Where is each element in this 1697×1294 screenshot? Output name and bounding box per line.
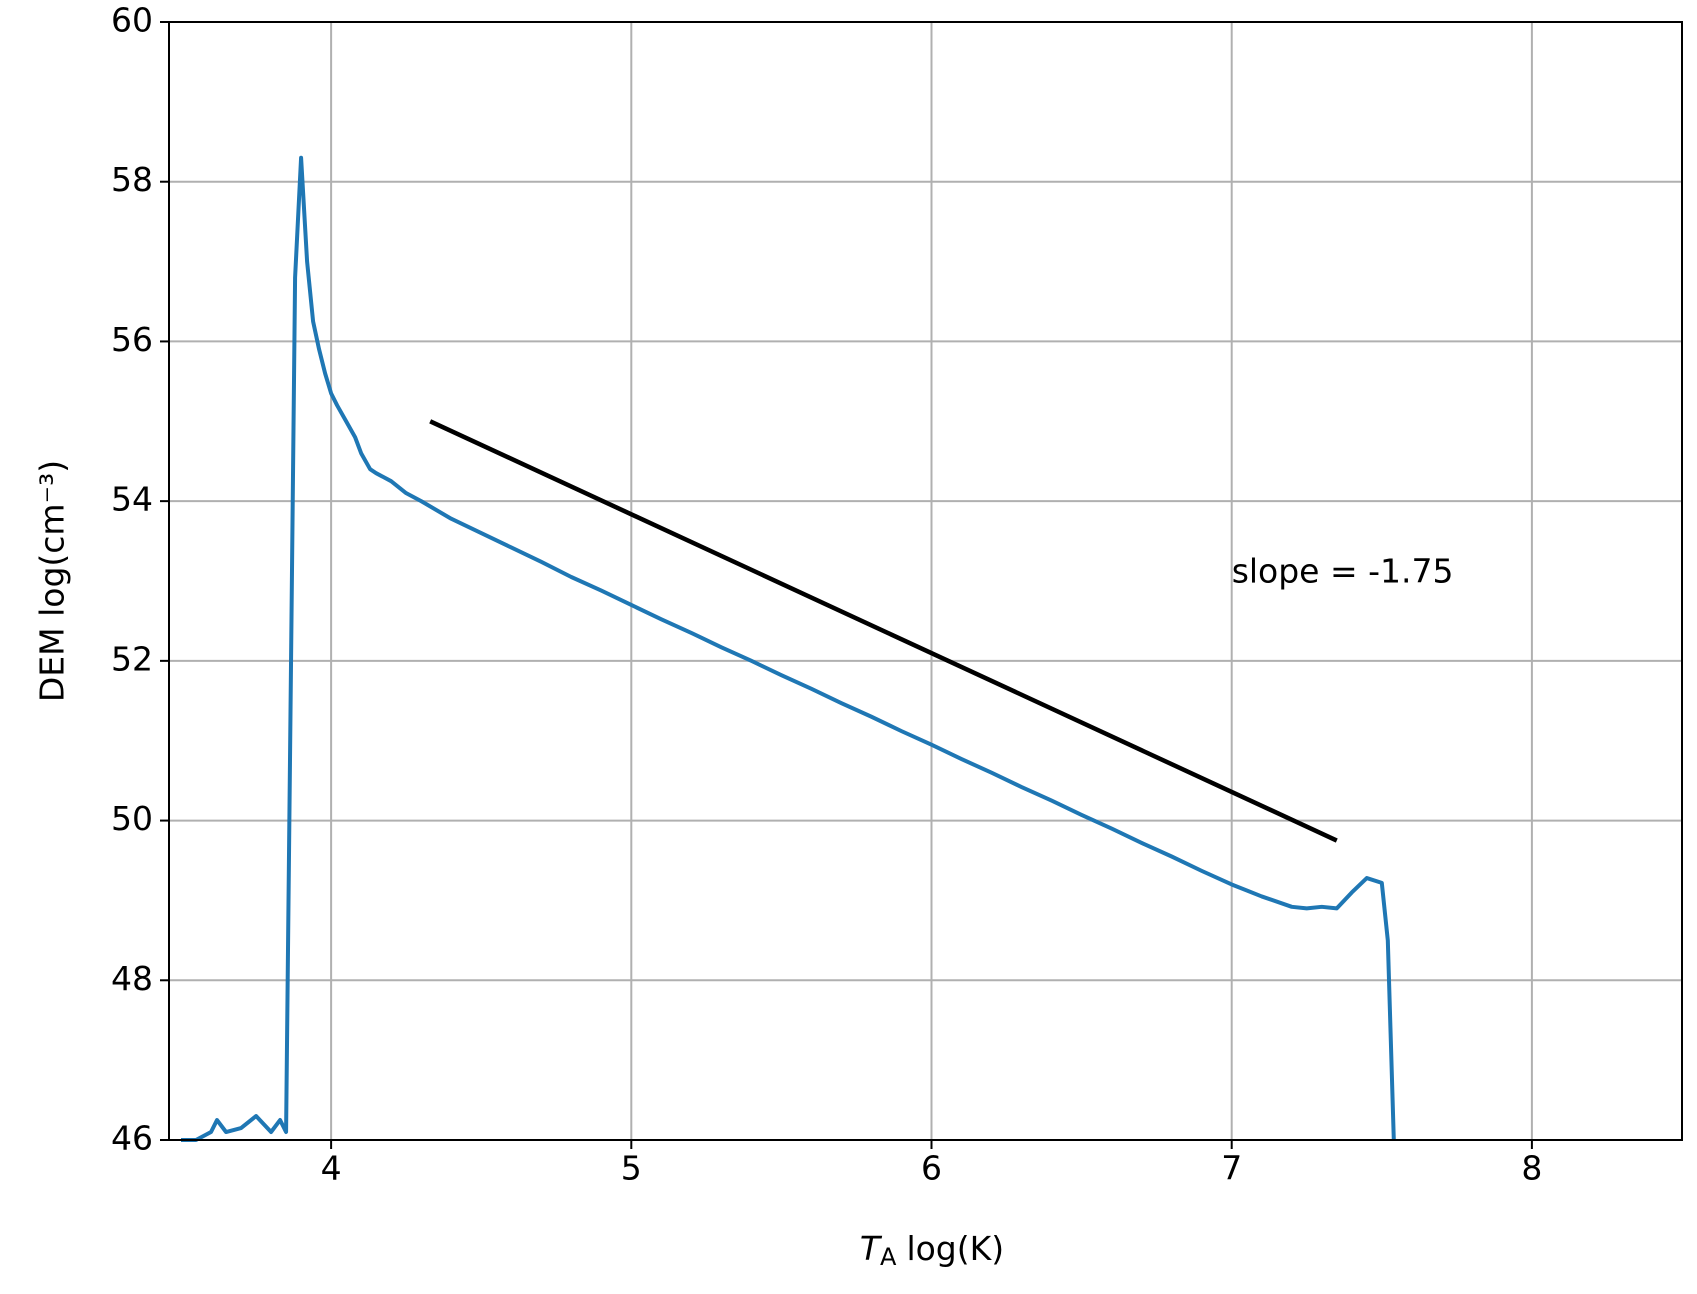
- x-label-subscript: A: [880, 1243, 897, 1271]
- y-tick-label: 46: [111, 1119, 153, 1158]
- y-axis-label: DEM log(cm⁻³): [33, 460, 72, 702]
- x-tick-label: 7: [1221, 1149, 1242, 1188]
- x-tick-label: 5: [621, 1149, 642, 1188]
- y-tick-label: 52: [111, 639, 153, 678]
- y-tick-label: 50: [111, 799, 153, 838]
- x-tick-label: 4: [321, 1149, 342, 1188]
- x-label-symbol: T: [860, 1229, 883, 1268]
- x-tick-label: 6: [921, 1149, 942, 1188]
- y-tick-label: 48: [111, 959, 153, 998]
- annotation: slope = -1.75: [1232, 552, 1454, 591]
- y-tick-label: 56: [111, 320, 153, 359]
- y-tick-label: 60: [111, 1, 153, 40]
- dem-line: [181, 155, 1396, 1142]
- plot-frame: [168, 21, 1683, 1141]
- x-tick-label: 8: [1521, 1149, 1542, 1188]
- slope-line: [429, 419, 1338, 843]
- y-tick-label: 54: [111, 480, 153, 519]
- x-label-unit: log(K): [906, 1229, 1004, 1268]
- x-axis-label: TA log(K): [860, 1229, 1004, 1272]
- y-tick-label: 58: [111, 160, 153, 199]
